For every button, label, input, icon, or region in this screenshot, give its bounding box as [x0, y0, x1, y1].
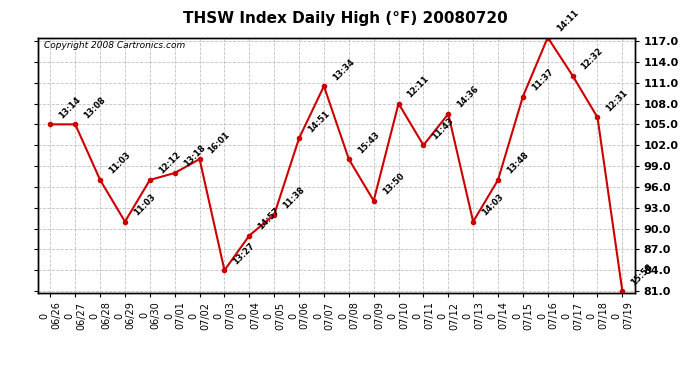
Text: 11:43: 11:43: [431, 116, 455, 141]
Text: 13:08: 13:08: [82, 95, 108, 120]
Text: 12:11: 12:11: [406, 74, 431, 99]
Text: THSW Index Daily High (°F) 20080720: THSW Index Daily High (°F) 20080720: [183, 11, 507, 26]
Text: 12:32: 12:32: [580, 46, 605, 72]
Text: 11:03: 11:03: [107, 151, 132, 176]
Text: 15:43: 15:43: [356, 130, 381, 155]
Text: 14:51: 14:51: [306, 109, 331, 134]
Text: 14:03: 14:03: [480, 192, 505, 217]
Text: 12:31: 12:31: [604, 88, 630, 113]
Text: 13:34: 13:34: [331, 57, 356, 82]
Text: Copyright 2008 Cartronics.com: Copyright 2008 Cartronics.com: [44, 41, 185, 50]
Text: 13:27: 13:27: [231, 241, 257, 266]
Text: 11:37: 11:37: [530, 67, 555, 92]
Text: 11:03: 11:03: [132, 192, 157, 217]
Text: 11:38: 11:38: [281, 185, 306, 210]
Text: 15:58: 15:58: [629, 262, 655, 287]
Text: 13:48: 13:48: [505, 151, 530, 176]
Text: 14:57: 14:57: [256, 206, 282, 231]
Text: 13:18: 13:18: [181, 144, 207, 169]
Text: 14:36: 14:36: [455, 84, 480, 110]
Text: 14:11: 14:11: [555, 8, 580, 33]
Text: 16:01: 16:01: [206, 130, 232, 155]
Text: 12:12: 12:12: [157, 150, 182, 176]
Text: 13:50: 13:50: [381, 171, 406, 196]
Text: 13:14: 13:14: [57, 95, 83, 120]
